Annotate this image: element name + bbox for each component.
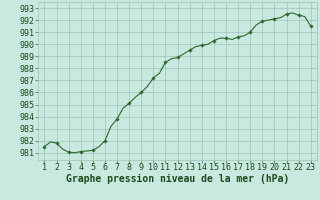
X-axis label: Graphe pression niveau de la mer (hPa): Graphe pression niveau de la mer (hPa) — [66, 174, 289, 184]
